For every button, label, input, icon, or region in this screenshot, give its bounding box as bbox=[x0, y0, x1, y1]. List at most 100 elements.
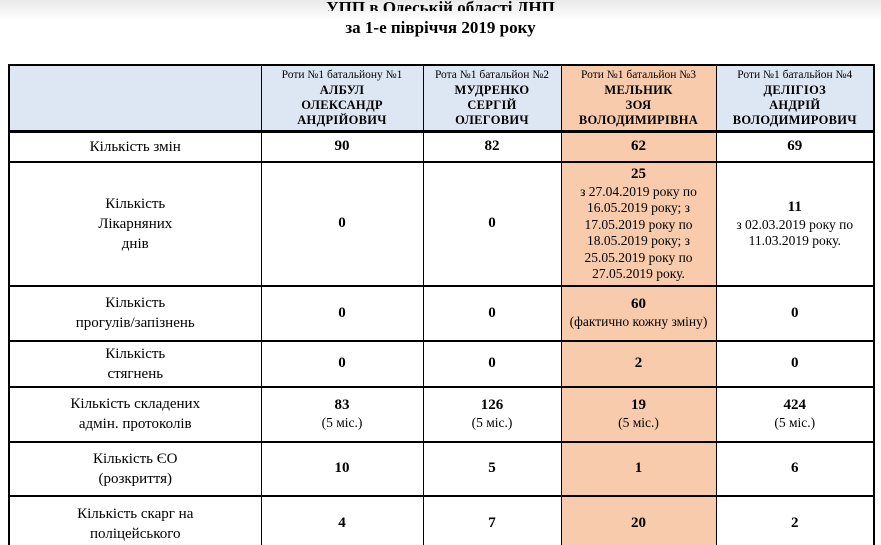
data-cell: 10 bbox=[260, 440, 424, 496]
data-cell: 82 bbox=[422, 130, 562, 162]
cell-value: 20 bbox=[631, 515, 646, 531]
data-cell: 90 bbox=[260, 130, 424, 162]
column-header-battalion-4: Роти №1 батальйон №4 ДЕЛІГІОЗ АНДРІЙ ВОЛОДИ… bbox=[715, 64, 875, 133]
table-row-complaints: Кількість скарг на поліцейського 4 7 20 2 bbox=[8, 494, 875, 545]
officer-patronymic: ОЛЕГОВИЧ bbox=[455, 113, 529, 127]
officer-patronymic: ВОЛОДИМИРІВНА bbox=[578, 113, 699, 127]
row-label: Кількість прогулів/запізнень bbox=[8, 284, 262, 341]
cell-value: 7 bbox=[488, 515, 496, 531]
header-empty-cell bbox=[8, 64, 262, 133]
cell-value: 90 bbox=[334, 138, 350, 155]
cell-value: 4 bbox=[338, 515, 346, 531]
row-label: Кількість змін bbox=[8, 130, 262, 162]
cell-value: 11 bbox=[787, 198, 802, 215]
cell-value: 126 bbox=[480, 397, 504, 414]
row-label-line: Кількість скарг на bbox=[77, 505, 194, 522]
cell-value: 6 bbox=[791, 460, 799, 476]
row-label: Кількість складених адмін. протоколів bbox=[8, 385, 262, 442]
cell-value: 60 bbox=[631, 296, 646, 313]
unit-label: Рота №1 батальйон №2 bbox=[434, 69, 550, 81]
cell-value: 25 bbox=[631, 165, 646, 182]
data-cell: 0 bbox=[715, 284, 875, 341]
data-cell: 0 bbox=[260, 284, 424, 341]
data-cell: 126 (5 міс.) bbox=[422, 385, 562, 442]
cell-note: з 02.03.2019 року по 11.03.2019 року. bbox=[736, 216, 854, 249]
data-cell: 2 bbox=[715, 494, 875, 545]
table-row-absences: Кількість прогулів/запізнень 0 0 60 (факти… bbox=[8, 284, 875, 341]
table-row-shifts: Кількість змін 90 82 62 69 bbox=[8, 130, 875, 162]
cell-value: 82 bbox=[484, 138, 500, 155]
row-label-line: Кількість bbox=[105, 195, 166, 212]
data-cell: 4 bbox=[260, 494, 424, 545]
cell-value: 62 bbox=[631, 138, 646, 155]
title-line1-clipped: УПП в Одеській області ДНП bbox=[0, 0, 881, 11]
top-shade bbox=[0, 0, 881, 20]
cell-note: (5 міс.) bbox=[774, 415, 816, 431]
cell-value: 0 bbox=[338, 215, 346, 231]
data-cell: 0 bbox=[422, 160, 562, 286]
cell-value: 69 bbox=[787, 138, 803, 155]
cell-value: 424 bbox=[783, 397, 807, 414]
header-row: Роти №1 батальйону №1 АЛБУЛ ОЛЕКСАНДР АНДРІ… bbox=[8, 64, 875, 133]
table-row-penalties: Кількість стягнень 0 0 2 0 bbox=[8, 339, 875, 387]
data-cell-highlighted: 60 (фактично кожну зміну) bbox=[560, 284, 717, 341]
cell-value: 19 bbox=[631, 397, 646, 414]
officer-surname: ДЕЛІГІОЗ bbox=[763, 83, 826, 97]
column-header-battalion-3-highlighted: Роти №1 батальйон №3 МЕЛЬНИК ЗОЯ ВОЛОДИМИРІ… bbox=[560, 64, 717, 133]
row-label-line: поліцейського bbox=[90, 525, 181, 542]
data-cell-highlighted: 25 з 27.04.2019 року по 16.05.2019 року; … bbox=[560, 160, 717, 286]
cell-note: з 27.04.2019 року по 16.05.2019 року; з … bbox=[580, 183, 697, 282]
table-row-sick-days: Кількість Лікарняних днів 0 0 25 з 27.04.20… bbox=[8, 160, 875, 286]
data-cell: 0 bbox=[260, 339, 424, 387]
data-cell-highlighted: 20 bbox=[560, 494, 717, 545]
column-header-battalion-2: Рота №1 батальйон №2 МУДРЕНКО СЕРГІЙ ОЛЕГОВ… bbox=[422, 64, 562, 133]
cell-value: 0 bbox=[338, 304, 346, 321]
data-cell: 0 bbox=[260, 160, 424, 286]
cell-value: 0 bbox=[488, 355, 496, 371]
data-cell: 424 (5 міс.) bbox=[715, 385, 875, 442]
officer-firstname: АНДРІЙ bbox=[769, 98, 821, 112]
data-cell: 6 bbox=[715, 440, 875, 496]
data-cell-highlighted: 1 bbox=[560, 440, 717, 496]
table-row-admin-protocols: Кількість складених адмін. протоколів 83(… bbox=[8, 385, 875, 442]
data-cell: 7 bbox=[422, 494, 562, 545]
unit-label: Роти №1 батальйон №4 bbox=[737, 69, 853, 81]
data-cell-highlighted: 62 bbox=[560, 130, 717, 162]
cell-value: 2 bbox=[634, 355, 643, 371]
row-label: Кількість ЄО (розкриття) bbox=[8, 440, 262, 496]
row-label-line: днів bbox=[121, 235, 149, 252]
data-cell-highlighted: 19 (5 міс.) bbox=[560, 385, 717, 442]
cell-value: 5 bbox=[488, 460, 496, 476]
row-label-line: Кількість змін bbox=[89, 138, 181, 155]
data-cell: 83 (5 міс.) bbox=[260, 385, 424, 442]
cell-note: (5 міс.) bbox=[618, 415, 659, 431]
cell-note: (5 міс.) bbox=[471, 415, 513, 431]
officer-surname: АЛБУЛ bbox=[319, 83, 365, 97]
cell-value: 0 bbox=[791, 355, 799, 371]
cell-note: (фактично кожну зміну) bbox=[569, 314, 708, 330]
row-label: Кількість скарг на поліцейського bbox=[8, 494, 262, 545]
officer-patronymic: ВОЛОДИМИРОВИЧ bbox=[732, 113, 857, 127]
data-cell: 0 bbox=[715, 339, 875, 387]
officer-patronymic: АНДРІЙОВИЧ bbox=[297, 113, 387, 127]
cell-value: 0 bbox=[338, 355, 346, 371]
report-table: Роти №1 батальйону №1 АЛБУЛ ОЛЕКСАНДР АНДРІ… bbox=[8, 64, 875, 545]
officer-surname: МУДРЕНКО bbox=[454, 83, 530, 97]
row-label-line: Кількість складених bbox=[70, 396, 201, 412]
row-label-line: Кількість bbox=[105, 345, 166, 362]
data-cell: 0 bbox=[422, 339, 562, 387]
cell-value: 0 bbox=[488, 304, 496, 321]
cell-note: (5 міс.) bbox=[321, 415, 363, 431]
row-label: Кількість Лікарняних днів bbox=[8, 160, 262, 286]
officer-firstname: ОЛЕКСАНДР bbox=[301, 98, 383, 112]
row-label-line: стягнень bbox=[107, 365, 164, 382]
row-label-line: прогулів/запізнень bbox=[75, 315, 195, 331]
row-label-line: Кількість bbox=[105, 295, 166, 311]
row-label-line: (розкриття) bbox=[98, 470, 173, 487]
cell-value: 2 bbox=[791, 515, 799, 531]
row-label-line: Лікарняних bbox=[98, 215, 173, 232]
cell-value: 0 bbox=[488, 215, 496, 231]
row-label-line: Кількість ЄО bbox=[93, 450, 178, 467]
report-title: УПП в Одеській області ДНП за 1-е півріч… bbox=[0, 0, 881, 39]
